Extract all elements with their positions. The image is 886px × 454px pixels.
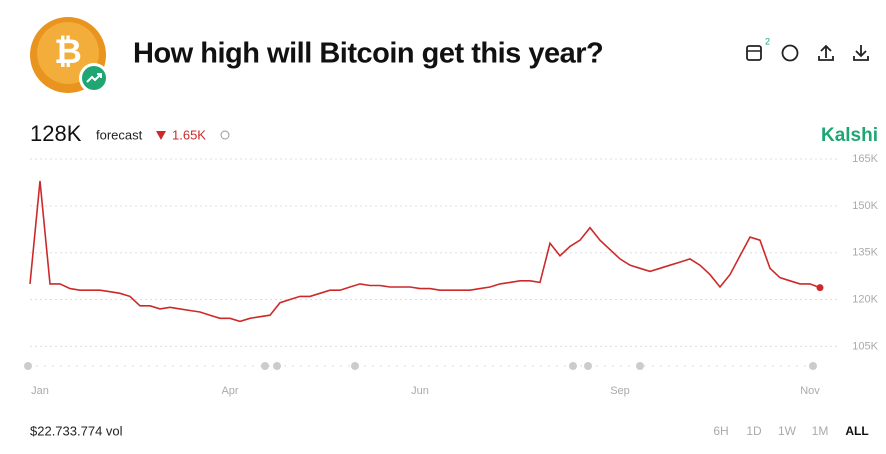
comment-button[interactable] (781, 44, 799, 62)
forecast-label: forecast (96, 127, 143, 142)
forecast-change: 1.65K (172, 127, 206, 142)
end-point (816, 284, 824, 292)
volume: $22.733.774 vol (30, 423, 123, 438)
share-button[interactable] (818, 44, 834, 61)
svg-text:₿: ₿ (54, 33, 82, 71)
title: How high will Bitcoin get this year? (133, 38, 603, 70)
y-tick-label: 150K (852, 200, 878, 212)
y-tick-label: 105K (852, 340, 878, 352)
range-button[interactable]: ALL (845, 424, 868, 438)
range-button[interactable]: 1D (746, 424, 762, 438)
range-button[interactable]: 1W (778, 424, 797, 438)
x-tick-label: Jun (411, 385, 429, 397)
brand: Kalshi (821, 125, 878, 146)
y-tick-label: 135K (852, 247, 878, 259)
y-tick-label: 165K (852, 153, 878, 165)
calendar-button[interactable]: 2 (746, 36, 770, 61)
timeline (24, 362, 820, 370)
line (29, 180, 821, 323)
info-icon[interactable] (220, 130, 230, 140)
forecast-value: 128K (30, 121, 82, 146)
x-tick-label: Jan (31, 385, 49, 397)
x-tick-label: Sep (610, 385, 630, 397)
y-tick-label: 120K (852, 293, 878, 305)
download-button[interactable] (853, 45, 869, 61)
down-arrow (156, 131, 166, 140)
range-button[interactable]: 1M (812, 424, 829, 438)
range-button[interactable]: 6H (713, 424, 728, 438)
logo: ₿ (30, 17, 109, 93)
x-tick-label: Nov (800, 385, 820, 397)
x-tick-label: Apr (221, 385, 238, 397)
notification-count: 2 (765, 36, 770, 46)
